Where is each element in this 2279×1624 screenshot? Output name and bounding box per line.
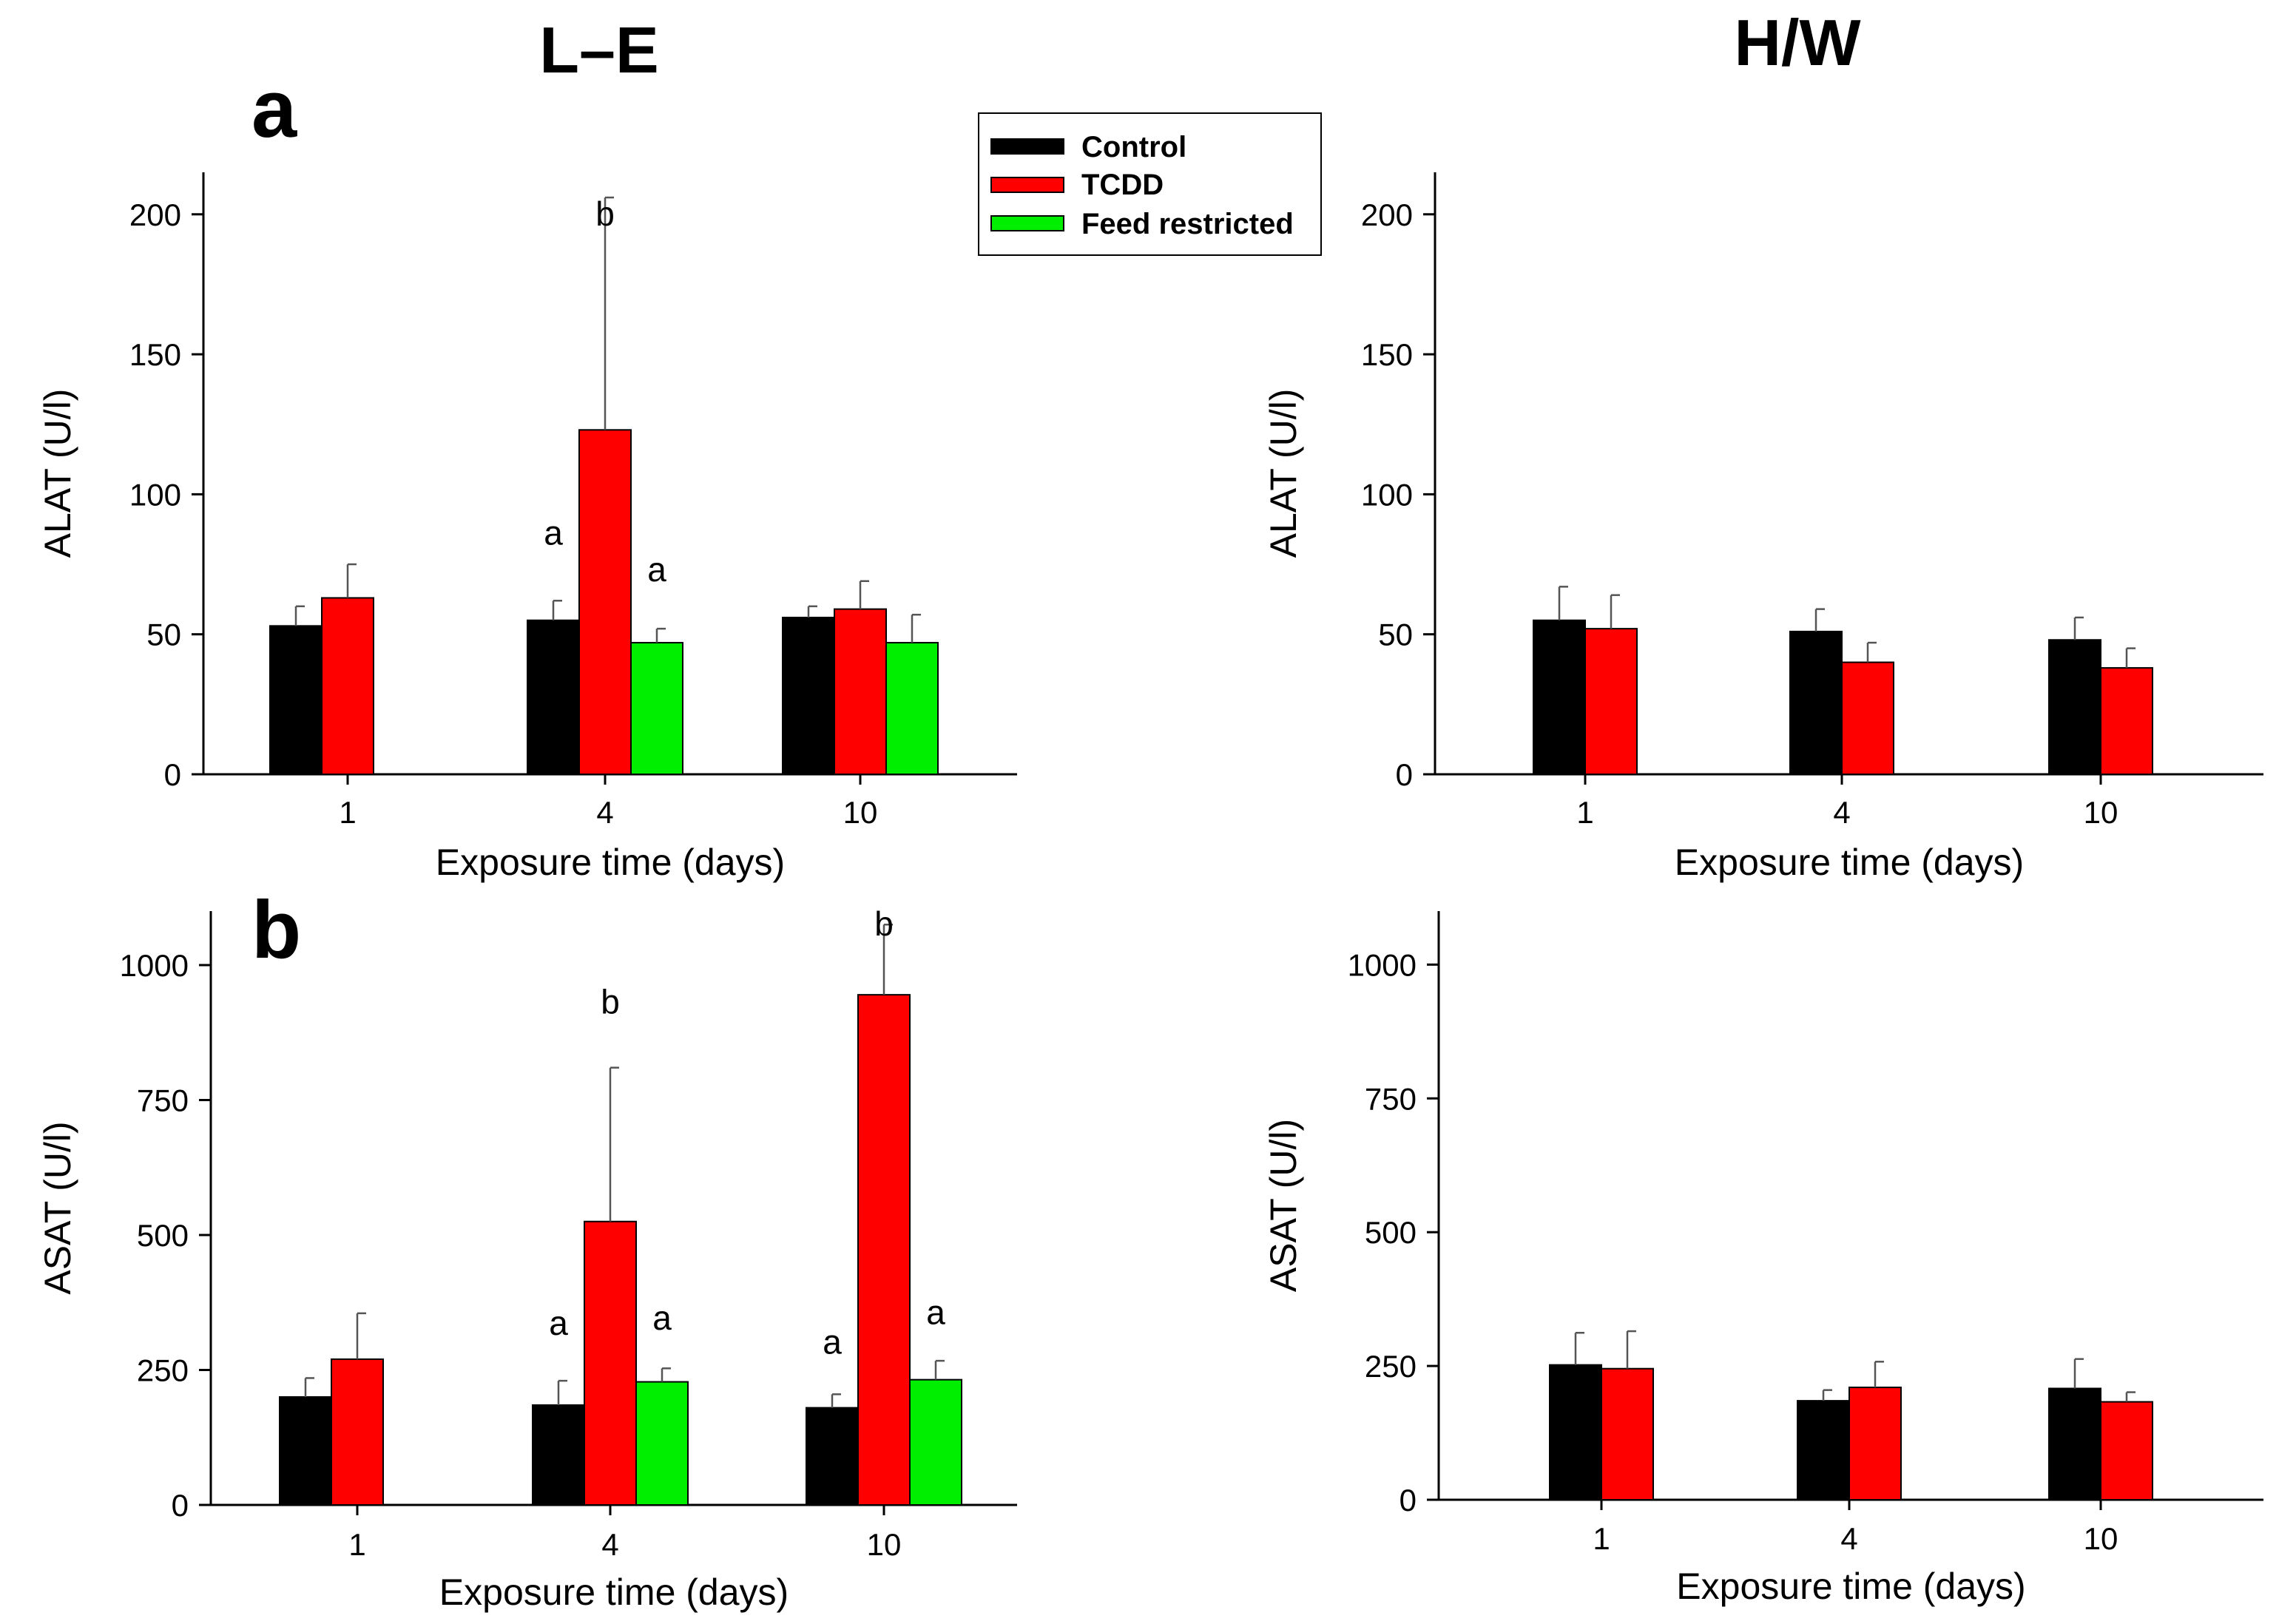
bar-tcdd-day-4 xyxy=(578,429,632,775)
bar-control-day-4 xyxy=(1797,1400,1850,1501)
y-tick-label: 750 xyxy=(137,1083,189,1118)
bar-tcdd-day-4 xyxy=(584,1220,637,1506)
x-tick-label: 4 xyxy=(1840,1521,1857,1556)
chart-hw-asat: 0 250 500 750 1000 1 4 10 Exposure time (days) AS… xyxy=(1263,911,2263,1607)
y-tick-label: 100 xyxy=(129,477,181,512)
legend-entry-feed-restricted: Feed restricted xyxy=(990,208,1294,240)
significance-label: a xyxy=(652,1299,672,1337)
bar-control-day-10 xyxy=(2048,639,2101,776)
significance-label: a xyxy=(544,514,563,552)
x-tick-label: 1 xyxy=(339,795,356,830)
bar-control-day-4 xyxy=(532,1404,585,1506)
x-tick-label: 1 xyxy=(348,1527,365,1562)
y-tick-label: 750 xyxy=(1365,1081,1417,1116)
chart-le-asat: 0 250 500 750 1000 1 4 10 a b a a b a Exposure time (d… xyxy=(37,904,1017,1613)
y-tick-label: 250 xyxy=(1365,1349,1417,1384)
bar-control-day-1 xyxy=(279,1396,332,1506)
bar-control-day-10 xyxy=(2048,1387,2101,1500)
x-axis-title: Exposure time (days) xyxy=(1676,1566,2025,1607)
panel-letter-a: a xyxy=(251,64,297,155)
y-tick-label: 200 xyxy=(1361,197,1413,232)
legend-swatch-tcdd xyxy=(990,177,1064,193)
y-tick-label: 50 xyxy=(1378,618,1413,652)
bar-control-day-1 xyxy=(1533,619,1586,776)
legend: Control TCDD Feed restricted xyxy=(978,112,1322,256)
panel-letter-b: b xyxy=(251,884,301,975)
legend-swatch-feed-restricted xyxy=(990,215,1064,231)
x-tick-label: 4 xyxy=(596,795,613,830)
bar-control-day-1 xyxy=(1549,1364,1602,1501)
bar-tcdd-day-1 xyxy=(1601,1367,1654,1501)
bar-control-day-10 xyxy=(782,616,835,775)
chart-le-alat: 0 50 100 150 200 1 4 10 a b a Exposure time (days) A… xyxy=(37,172,1017,883)
x-tick-label: 4 xyxy=(601,1527,618,1562)
group-title-le: L–E xyxy=(539,13,658,87)
y-tick-label: 200 xyxy=(129,197,181,232)
significance-label: b xyxy=(595,194,615,233)
y-tick-label: 150 xyxy=(1361,337,1413,372)
x-tick-label: 10 xyxy=(2084,795,2118,830)
significance-label: a xyxy=(549,1304,568,1342)
y-tick-label: 1000 xyxy=(120,948,189,983)
y-tick-label: 500 xyxy=(137,1218,189,1253)
bar-control-day-4 xyxy=(527,619,580,776)
y-tick-label: 1000 xyxy=(1348,947,1417,982)
y-tick-label: 0 xyxy=(1396,757,1413,792)
bar-feed-restricted-day-4 xyxy=(630,642,683,775)
x-tick-label: 10 xyxy=(843,795,878,830)
y-tick-label: 0 xyxy=(164,757,181,792)
significance-label: b xyxy=(601,983,620,1021)
bar-tcdd-day-10 xyxy=(2100,1401,2153,1501)
y-axis-title: ALAT (U/l) xyxy=(1263,389,1304,558)
significance-label: a xyxy=(823,1323,842,1361)
x-tick-label: 4 xyxy=(1833,795,1850,830)
x-tick-label: 1 xyxy=(1576,795,1593,830)
significance-label: a xyxy=(926,1293,945,1331)
y-axis-title: ALAT (U/l) xyxy=(37,389,78,558)
bar-control-day-4 xyxy=(1789,630,1843,775)
bar-feed-restricted-day-10 xyxy=(885,642,939,775)
significance-label: b xyxy=(874,904,894,943)
y-tick-label: 500 xyxy=(1365,1215,1417,1250)
x-tick-label: 10 xyxy=(867,1527,902,1562)
y-tick-label: 150 xyxy=(129,337,181,372)
chart-hw-alat: 0 50 100 150 200 1 4 10 Exposure time (days) ALAT… xyxy=(1263,172,2263,883)
y-tick-label: 50 xyxy=(146,618,181,652)
bar-tcdd-day-10 xyxy=(834,608,887,775)
bar-feed-restricted-day-10 xyxy=(909,1378,962,1506)
bar-tcdd-day-1 xyxy=(1584,628,1638,776)
bar-tcdd-day-10 xyxy=(857,994,911,1506)
bar-control-day-1 xyxy=(269,625,323,775)
x-axis-title: Exposure time (days) xyxy=(439,1571,789,1613)
y-axis-title: ASAT (U/l) xyxy=(1263,1119,1304,1292)
legend-label-tcdd: TCDD xyxy=(1081,169,1164,201)
y-tick-label: 0 xyxy=(1400,1483,1417,1518)
y-tick-label: 0 xyxy=(172,1488,189,1523)
group-title-hw: H/W xyxy=(1734,6,1860,79)
legend-label-control: Control xyxy=(1081,131,1186,163)
bar-control-day-10 xyxy=(806,1407,859,1506)
y-tick-label: 250 xyxy=(137,1353,189,1388)
x-tick-label: 10 xyxy=(2084,1521,2118,1556)
legend-swatch-control xyxy=(990,138,1064,155)
bar-tcdd-day-10 xyxy=(2100,667,2153,776)
bar-tcdd-day-1 xyxy=(331,1358,384,1506)
bar-tcdd-day-4 xyxy=(1841,661,1894,776)
bar-feed-restricted-day-4 xyxy=(635,1381,689,1506)
x-tick-label: 1 xyxy=(1593,1521,1610,1556)
legend-label-feed-restricted: Feed restricted xyxy=(1081,208,1294,240)
x-axis-title: Exposure time (days) xyxy=(1675,842,2024,883)
y-axis-title: ASAT (U/l) xyxy=(37,1121,78,1294)
legend-entry-control: Control xyxy=(990,131,1186,163)
y-tick-label: 100 xyxy=(1361,477,1413,512)
bar-tcdd-day-1 xyxy=(321,597,374,775)
x-axis-title: Exposure time (days) xyxy=(436,842,785,883)
bar-tcdd-day-4 xyxy=(1848,1387,1902,1501)
legend-entry-tcdd: TCDD xyxy=(990,169,1164,201)
significance-label: a xyxy=(647,550,666,589)
